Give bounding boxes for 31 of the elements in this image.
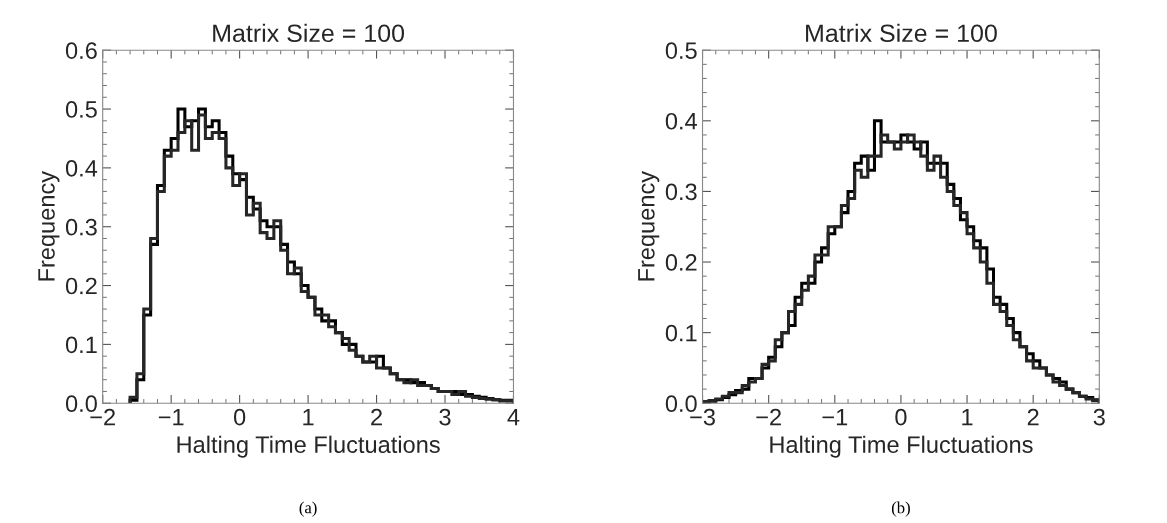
y-axis-title: Frequency xyxy=(38,170,60,281)
y-axis-title: Frequency xyxy=(638,170,660,281)
y-tick-label: 0.2 xyxy=(65,277,97,295)
x-tick-label: 2 xyxy=(1027,408,1039,426)
y-tick-label: 0.1 xyxy=(65,336,97,354)
x-tick-label: 4 xyxy=(507,408,520,426)
x-tick-label: −2 xyxy=(756,408,781,426)
x-axis-title: Halting Time Fluctuations xyxy=(177,435,440,458)
x-tick-label: 3 xyxy=(439,408,451,426)
x-tick-label: 0 xyxy=(895,408,907,426)
x-tick-label: −1 xyxy=(822,408,848,426)
x-tick-label: 3 xyxy=(1093,408,1105,426)
y-tick-label: 0.5 xyxy=(65,101,97,118)
x-tick-label: 1 xyxy=(962,408,973,426)
chart-title: Matrix Size = 100 xyxy=(213,23,405,43)
x-tick-label: 0 xyxy=(233,408,246,426)
text: (b) xyxy=(891,501,910,517)
y-tick-label: 0.3 xyxy=(65,218,97,236)
y-tick-label: 0.4 xyxy=(65,159,98,177)
text: (a) xyxy=(299,501,317,517)
y-tick-label: 0.1 xyxy=(665,324,697,342)
x-tick-label: −1 xyxy=(158,408,184,426)
x-tick-label: 2 xyxy=(371,408,382,426)
chart-title: Matrix Size = 100 xyxy=(806,23,997,43)
y-tick-label: 0.6 xyxy=(65,42,97,59)
y-tick-label: 0.4 xyxy=(665,112,697,130)
y-tick-label: 0.3 xyxy=(665,183,697,201)
y-tick-label: 0.2 xyxy=(665,254,697,271)
x-tick-label: 1 xyxy=(303,408,314,426)
y-tick-label: 0.5 xyxy=(665,42,697,59)
x-axis-title: Halting Time Fluctuations xyxy=(770,435,1033,458)
